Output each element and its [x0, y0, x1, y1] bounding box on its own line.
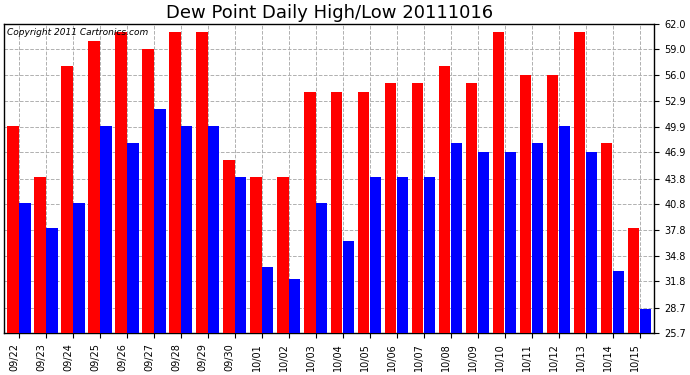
Bar [520, 75, 531, 375]
Bar [19, 203, 30, 375]
Bar [412, 83, 424, 375]
Bar [343, 241, 355, 375]
Bar [169, 32, 181, 375]
Bar [451, 143, 462, 375]
Bar [574, 32, 585, 375]
Bar [331, 92, 342, 375]
Bar [208, 126, 219, 375]
Bar [424, 177, 435, 375]
Bar [262, 267, 273, 375]
Bar [115, 32, 127, 375]
Bar [142, 49, 154, 375]
Bar [478, 152, 489, 375]
Bar [316, 203, 327, 375]
Bar [224, 160, 235, 375]
Bar [559, 126, 570, 375]
Bar [586, 152, 597, 375]
Bar [88, 41, 99, 375]
Bar [127, 143, 139, 375]
Bar [61, 66, 72, 375]
Bar [439, 66, 451, 375]
Bar [277, 177, 288, 375]
Bar [397, 177, 408, 375]
Bar [100, 126, 112, 375]
Bar [358, 92, 369, 375]
Bar [493, 32, 504, 375]
Bar [196, 32, 208, 375]
Bar [289, 279, 300, 375]
Bar [601, 143, 612, 375]
Bar [34, 177, 46, 375]
Bar [532, 143, 543, 375]
Bar [505, 152, 516, 375]
Bar [73, 203, 85, 375]
Bar [46, 228, 57, 375]
Title: Dew Point Daily High/Low 20111016: Dew Point Daily High/Low 20111016 [166, 4, 493, 22]
Bar [370, 177, 382, 375]
Bar [640, 309, 651, 375]
Bar [547, 75, 558, 375]
Bar [154, 109, 166, 375]
Bar [385, 83, 397, 375]
Bar [8, 126, 19, 375]
Text: Copyright 2011 Cartronics.com: Copyright 2011 Cartronics.com [8, 28, 148, 38]
Bar [235, 177, 246, 375]
Bar [304, 92, 315, 375]
Bar [613, 271, 624, 375]
Bar [466, 83, 477, 375]
Bar [628, 228, 639, 375]
Bar [250, 177, 262, 375]
Bar [181, 126, 193, 375]
